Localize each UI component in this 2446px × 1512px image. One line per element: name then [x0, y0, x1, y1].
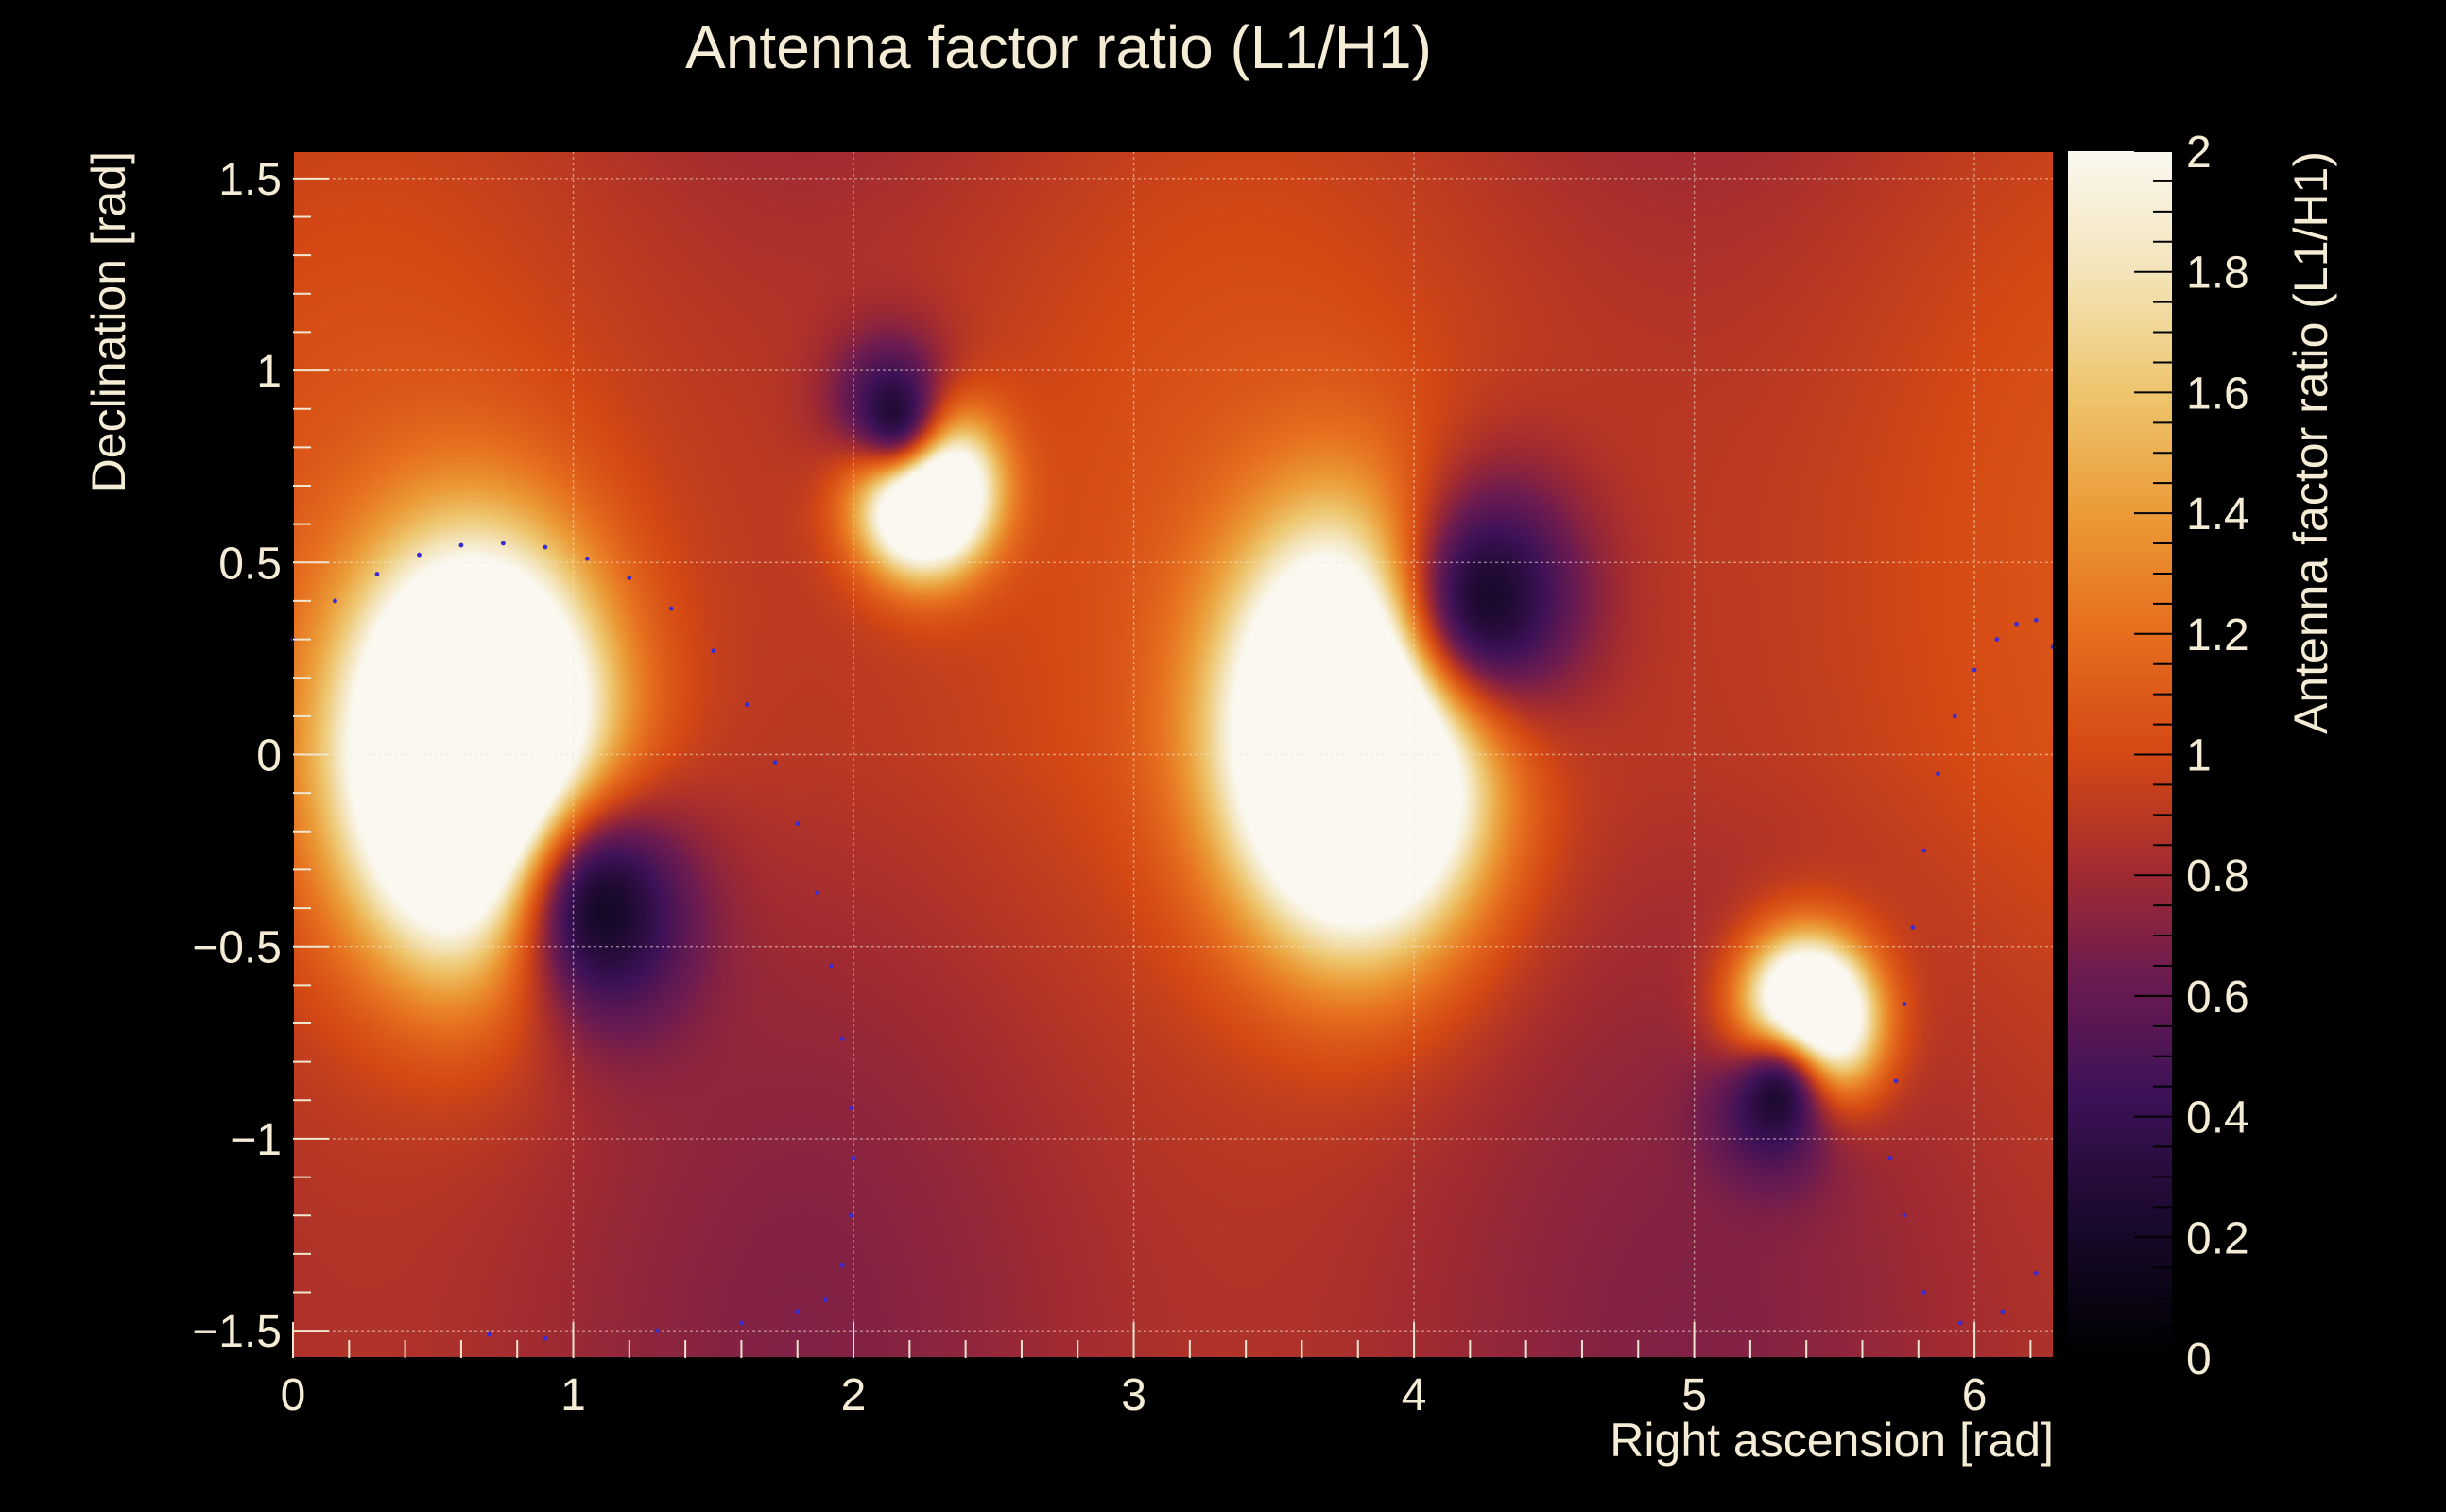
curve-point	[543, 1335, 548, 1341]
curve-point	[1902, 1212, 1907, 1218]
color-scale-axis: 0 0.2 0.4 0.6 0.8 1 1.2 1.4 1.6 1.8 2	[2134, 128, 2249, 1384]
curve-point	[739, 1320, 744, 1326]
curve-point	[333, 598, 337, 604]
curve-point	[2033, 617, 2039, 623]
y-axis: −1.5 −1 −0.5 0 0.5 1 1.5	[192, 155, 329, 1357]
y-tick-label: 0.5	[218, 539, 282, 589]
y-tick-label: −0.5	[192, 923, 282, 973]
z-tick-label: 1.2	[2186, 610, 2249, 661]
y-tick-label: 1	[256, 347, 282, 397]
curve-point	[711, 648, 716, 654]
curve-point	[668, 606, 674, 611]
curve-point	[795, 1309, 801, 1314]
curve-point	[543, 544, 548, 550]
y-tick-label: −1.5	[192, 1307, 282, 1357]
curve-point	[744, 702, 749, 708]
x-tick-label: 2	[841, 1370, 867, 1420]
curve-point	[815, 890, 819, 896]
z-tick-label: 0.8	[2186, 851, 2249, 902]
x-axis: 0 1 2 3 4 5 6	[281, 1322, 2032, 1420]
y-axis-label: Declination [rad]	[82, 151, 135, 492]
curve-point	[851, 1155, 856, 1160]
curve-point	[374, 572, 380, 576]
curve-point	[1957, 1320, 1963, 1326]
z-tick-label: 1.8	[2186, 249, 2249, 299]
color-scale-label: Antenna factor ratio (L1/H1)	[2284, 151, 2337, 734]
x-tick-label: 0	[281, 1370, 306, 1420]
z-tick-label: 0.2	[2186, 1213, 2249, 1263]
z-tick-label: 2	[2186, 128, 2212, 178]
curve-point	[1887, 1155, 1893, 1160]
curve-point	[848, 1212, 853, 1218]
curve-point	[1952, 713, 1957, 719]
curve-point	[2000, 1309, 2006, 1314]
z-tick-label: 1.4	[2186, 490, 2249, 540]
curve-point	[1921, 1290, 1927, 1295]
x-tick-label: 3	[1121, 1370, 1146, 1420]
x-tick-label: 6	[1962, 1370, 1988, 1420]
z-tick-label: 1	[2186, 731, 2212, 782]
curve-point	[1921, 848, 1927, 853]
z-tick-label: 0	[2186, 1334, 2212, 1384]
curve-point	[772, 760, 778, 765]
grid-lines	[293, 151, 2054, 1358]
curve-point	[1893, 1078, 1899, 1084]
z-tick-label: 0.6	[2186, 972, 2249, 1022]
x-tick-label: 4	[1402, 1370, 1427, 1420]
curve-point	[2033, 1270, 2039, 1276]
x-tick-label: 1	[560, 1370, 586, 1420]
curve-point	[1902, 1002, 1907, 1007]
curve-point	[1994, 637, 2000, 642]
x-tick-label: 5	[1681, 1370, 1707, 1420]
y-tick-label: 0	[256, 731, 282, 782]
z-tick-label: 1.6	[2186, 369, 2249, 419]
dotted-curve	[290, 541, 2056, 1341]
curve-point	[839, 1036, 845, 1041]
curve-point	[1910, 924, 1916, 930]
y-tick-label: 1.5	[218, 155, 282, 205]
curve-point	[417, 552, 422, 558]
curve-point	[627, 576, 632, 580]
curve-point	[1936, 771, 1940, 777]
curve-point	[655, 1328, 660, 1333]
curve-point	[500, 541, 506, 546]
curve-point	[822, 1297, 828, 1303]
curve-point	[828, 963, 834, 969]
x-axis-label: Right ascension [rad]	[1610, 1414, 2054, 1467]
chart-title: Antenna factor ratio (L1/H1)	[685, 13, 1432, 81]
curve-point	[487, 1332, 491, 1337]
curve-point	[458, 542, 464, 548]
curve-point	[848, 1106, 853, 1110]
curve-point	[1972, 667, 1977, 673]
z-tick-label: 0.4	[2186, 1093, 2249, 1143]
curve-point	[795, 821, 801, 827]
curve-point	[839, 1263, 845, 1268]
y-tick-label: −1	[230, 1115, 282, 1165]
curve-point	[2014, 621, 2019, 627]
curve-point	[584, 556, 590, 561]
